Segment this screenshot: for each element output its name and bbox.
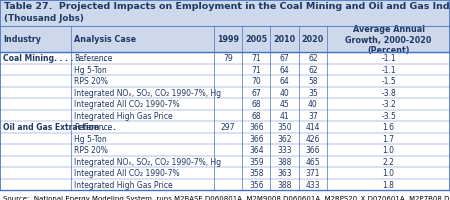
Text: -3.2: -3.2 [381, 100, 396, 109]
Text: Average Annual
Growth, 2000-2020
(Percent): Average Annual Growth, 2000-2020 (Percen… [346, 25, 432, 55]
Text: 1.0: 1.0 [382, 146, 395, 154]
Text: 67: 67 [252, 88, 261, 97]
Text: Analysis Case: Analysis Case [74, 35, 136, 44]
Text: 356: 356 [249, 180, 264, 189]
Text: Table 27.  Projected Impacts on Employment in the Coal Mining and Oil and Gas In: Table 27. Projected Impacts on Employmen… [4, 2, 450, 11]
Text: 41: 41 [280, 111, 289, 120]
Text: -3.5: -3.5 [381, 111, 396, 120]
Text: Integrated All CO₂ 1990-7%: Integrated All CO₂ 1990-7% [74, 100, 180, 109]
Text: 359: 359 [249, 157, 264, 166]
Text: 2010: 2010 [274, 35, 296, 44]
Text: 68: 68 [252, 111, 261, 120]
Text: 1.0: 1.0 [382, 168, 395, 177]
Text: 465: 465 [306, 157, 320, 166]
Text: Integrated NOₓ, SO₂, CO₂ 1990-7%, Hg: Integrated NOₓ, SO₂, CO₂ 1990-7%, Hg [74, 157, 221, 166]
Text: 68: 68 [252, 100, 261, 109]
Text: 433: 433 [306, 180, 320, 189]
Text: Integrated High Gas Price: Integrated High Gas Price [74, 180, 173, 189]
Text: Industry: Industry [3, 35, 41, 44]
Text: 426: 426 [306, 134, 320, 143]
Text: RPS 20%: RPS 20% [74, 77, 108, 86]
Text: -1.5: -1.5 [381, 77, 396, 86]
Text: 35: 35 [308, 88, 318, 97]
Text: Hg 5-Ton: Hg 5-Ton [74, 134, 107, 143]
Text: (Thousand Jobs): (Thousand Jobs) [4, 14, 84, 23]
Text: 388: 388 [278, 180, 292, 189]
Text: 333: 333 [277, 146, 292, 154]
Text: 70: 70 [252, 77, 261, 86]
Text: Oil and Gas Extraction . . .: Oil and Gas Extraction . . . [3, 123, 116, 132]
Text: 1.6: 1.6 [382, 123, 395, 132]
Text: 297: 297 [220, 123, 235, 132]
Text: -3.8: -3.8 [381, 88, 396, 97]
Text: Integrated NOₓ, SO₂, CO₂ 1990-7%, Hg: Integrated NOₓ, SO₂, CO₂ 1990-7%, Hg [74, 88, 221, 97]
Text: 64: 64 [280, 77, 289, 86]
Text: 2.2: 2.2 [382, 157, 395, 166]
Text: 62: 62 [308, 65, 318, 74]
Text: Reference: Reference [74, 54, 112, 63]
Text: Reference: Reference [74, 123, 112, 132]
Text: -1.1: -1.1 [381, 54, 396, 63]
Text: 58: 58 [308, 77, 318, 86]
Text: 371: 371 [306, 168, 320, 177]
Text: 2020: 2020 [302, 35, 324, 44]
Text: 1.8: 1.8 [382, 180, 395, 189]
Text: 67: 67 [280, 54, 289, 63]
Bar [0, 27, 450, 53]
Text: 1.7: 1.7 [382, 134, 395, 143]
Bar [0, 1, 450, 27]
Text: 62: 62 [308, 54, 318, 63]
Text: 362: 362 [277, 134, 292, 143]
Text: 366: 366 [306, 146, 320, 154]
Text: 414: 414 [306, 123, 320, 132]
Text: 37: 37 [308, 111, 318, 120]
Text: -1.1: -1.1 [381, 65, 396, 74]
Text: 45: 45 [280, 100, 289, 109]
Text: 350: 350 [277, 123, 292, 132]
Text: 2005: 2005 [245, 35, 267, 44]
Text: 366: 366 [249, 134, 264, 143]
Text: 1999: 1999 [217, 35, 239, 44]
Text: 388: 388 [278, 157, 292, 166]
Text: 364: 364 [249, 146, 264, 154]
Text: 363: 363 [277, 168, 292, 177]
Text: 40: 40 [280, 88, 289, 97]
Text: Coal Mining. . . . . . . . . . .: Coal Mining. . . . . . . . . . . [3, 54, 112, 63]
Text: 366: 366 [249, 123, 264, 132]
Text: Source:  National Energy Modeling System, runs M2BASE.D060801A, M2M9008.D060601A: Source: National Energy Modeling System,… [3, 194, 450, 200]
Text: 79: 79 [223, 54, 233, 63]
Text: 64: 64 [280, 65, 289, 74]
Text: 71: 71 [252, 54, 261, 63]
Text: RPS 20%: RPS 20% [74, 146, 108, 154]
Text: 358: 358 [249, 168, 264, 177]
Text: 40: 40 [308, 100, 318, 109]
Text: Hg 5-Ton: Hg 5-Ton [74, 65, 107, 74]
Text: 71: 71 [252, 65, 261, 74]
Text: Integrated High Gas Price: Integrated High Gas Price [74, 111, 173, 120]
Text: Integrated All CO₂ 1990-7%: Integrated All CO₂ 1990-7% [74, 168, 180, 177]
